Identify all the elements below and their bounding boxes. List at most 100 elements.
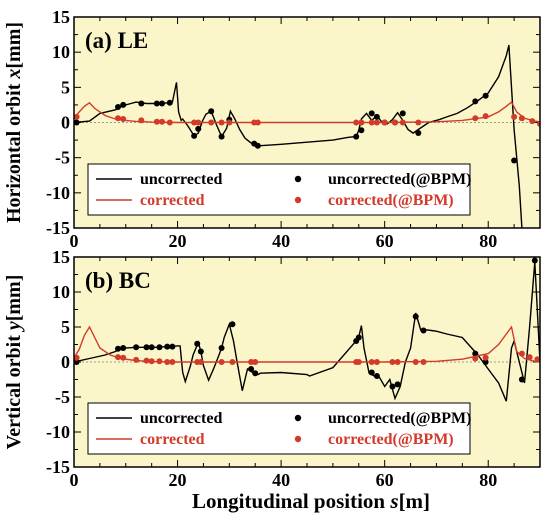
series-point-uncorrected(@BPM) [138,100,145,107]
x-tick-label: 80 [479,470,497,490]
x-axis-label-var: s [389,489,398,513]
series-point-uncorrected(@BPM) [194,340,201,347]
series-point-uncorrected(@BPM) [153,100,160,107]
series-point-corrected(@BPM) [153,118,160,125]
series-point-uncorrected(@BPM) [482,359,489,365]
series-point-corrected(@BPM) [534,356,540,363]
legend-label: corrected(@BPM) [328,192,454,209]
series-point-uncorrected(@BPM) [254,142,261,149]
series-point-corrected(@BPM) [472,115,479,122]
y-tick-label: 5 [61,77,70,97]
x-tick-label: 20 [169,470,187,490]
series-point-corrected(@BPM) [415,119,422,126]
series-line-corrected [74,101,540,124]
series-point-uncorrected(@BPM) [373,113,380,120]
series-point-uncorrected(@BPM) [133,344,140,351]
series-point-corrected(@BPM) [133,356,140,363]
legend-box [87,163,471,216]
legend-label: corrected [140,192,205,209]
series-point-corrected(@BPM) [518,350,525,357]
series-group [74,257,540,402]
x-tick-label: 40 [272,231,290,251]
series-point-uncorrected(@BPM) [115,345,122,352]
series-point-uncorrected(@BPM) [164,343,171,350]
series-point-corrected(@BPM) [355,359,362,365]
x-axis-label-text: Longitudinal position [192,489,385,513]
series-point-uncorrected(@BPM) [472,350,479,357]
series-point-corrected(@BPM) [394,359,401,365]
series-point-corrected(@BPM) [148,358,155,365]
series-point-corrected(@BPM) [482,354,489,361]
y-tick-label: 15 [52,247,70,267]
y-axis-label-unit: [mm] [3,275,25,322]
legend-swatch-dot [294,196,302,204]
y-tick-label: 5 [61,317,70,337]
series-point-corrected(@BPM) [229,359,236,365]
y-tick-label: -5 [55,148,70,168]
series-point-uncorrected(@BPM) [120,345,127,351]
series-point-uncorrected(@BPM) [399,110,406,117]
series-point-uncorrected(@BPM) [353,133,360,140]
legend-swatch-dot [294,435,302,443]
series-point-corrected(@BPM) [138,117,145,124]
y-tick-label: 0 [61,352,70,372]
series-point-uncorrected(@BPM) [511,157,518,164]
series-point-uncorrected(@BPM) [74,119,80,126]
series-point-uncorrected(@BPM) [115,104,122,111]
series-point-uncorrected(@BPM) [415,130,422,137]
plot-frame [73,256,541,468]
series-point-corrected(@BPM) [169,359,176,365]
y-axis-label-var: x [3,69,25,80]
series-point-corrected(@BPM) [373,359,380,365]
series-line-corrected [74,325,540,363]
series-point-corrected(@BPM) [74,354,80,361]
series-point-uncorrected(@BPM) [218,133,225,140]
series-point-uncorrected(@BPM) [248,366,255,372]
y-axis-label: Vertical orbit y[mm] [3,275,25,450]
series-point-corrected(@BPM) [248,359,255,365]
series-point-corrected(@BPM) [218,359,225,365]
series-point-corrected(@BPM) [381,119,388,126]
x-tick-label: 0 [70,231,79,251]
series-point-uncorrected(@BPM) [389,383,396,390]
series-point-uncorrected(@BPM) [218,345,225,351]
series-point-corrected(@BPM) [368,359,375,365]
y-tick-label: 10 [52,282,70,302]
series-point-corrected(@BPM) [526,354,533,361]
series-point-uncorrected(@BPM) [252,370,259,377]
y-tick-label: -5 [55,387,70,407]
series-point-uncorrected(@BPM) [531,257,538,264]
series-point-uncorrected(@BPM) [191,132,198,139]
panel-title: (b) BC [85,268,151,293]
series-point-corrected(@BPM) [252,359,259,365]
legend-label: corrected [140,431,205,448]
x-tick-label: 20 [169,231,187,251]
series-point-uncorrected(@BPM) [229,321,236,328]
y-axis-label-var: y [3,321,25,332]
series-point-corrected(@BPM) [164,359,171,365]
series-point-uncorrected(@BPM) [420,327,427,334]
y-axis-label-text: Vertical orbit [3,330,25,449]
legend-label: uncorrected(@BPM) [328,410,471,427]
series-point-uncorrected(@BPM) [394,381,401,388]
series-point-corrected(@BPM) [518,115,525,122]
y-axis-label: Horizontal orbit x[mm] [3,22,25,223]
series-point-corrected(@BPM) [420,359,427,365]
y-tick-label: 10 [52,42,70,62]
x-axis-label: Longitudinal position s[m] [192,489,430,513]
x-tick-label: 0 [70,470,79,490]
series-point-uncorrected(@BPM) [159,100,166,107]
x-tick-label: 60 [376,470,394,490]
series-point-corrected(@BPM) [156,358,163,365]
series-point-corrected(@BPM) [159,118,166,125]
series-point-corrected(@BPM) [412,359,419,365]
series-point-uncorrected(@BPM) [368,369,375,376]
y-axis-label-text: Horizontal orbit [3,79,25,223]
series-point-uncorrected(@BPM) [169,343,176,350]
x-tick-label: 80 [479,231,497,251]
x-tick-label: 60 [376,231,394,251]
series-point-uncorrected(@BPM) [197,348,204,355]
legend-label: uncorrected(@BPM) [328,171,471,188]
legend-box [87,402,471,455]
series-point-corrected(@BPM) [120,354,127,361]
